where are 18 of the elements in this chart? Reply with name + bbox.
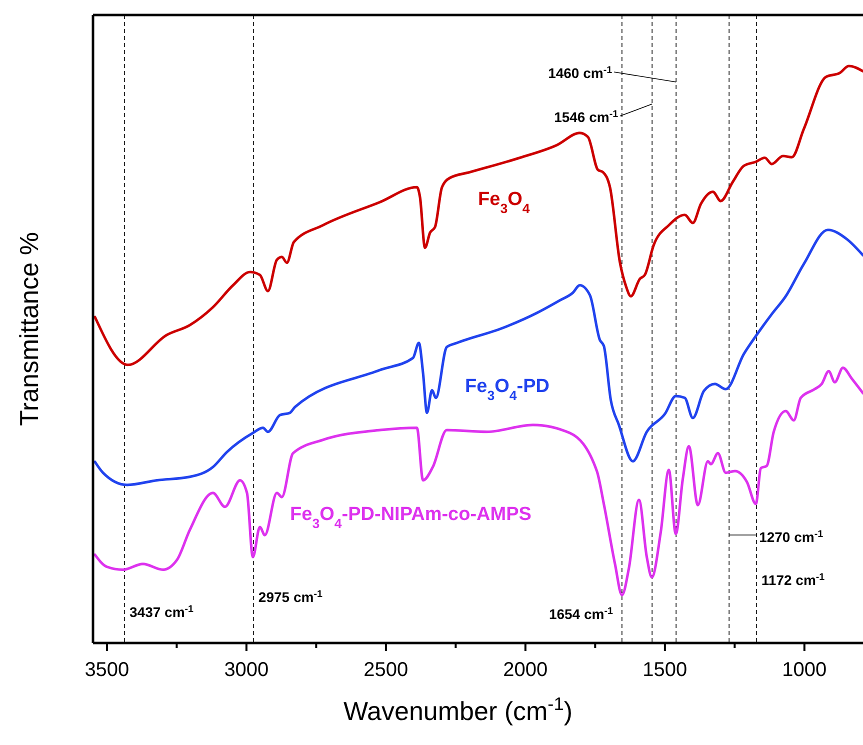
x-tick-label: 2000 (503, 659, 548, 681)
ref-line-label: 1546 cm$^{-1}$ (554, 108, 619, 125)
ref-line-label: 3437 cm$^{-1}$ (130, 604, 194, 620)
ref-line-label: 1270 cm$^{-1}$ (759, 528, 824, 545)
x-tick-label: 1500 (642, 659, 688, 681)
series-label: Fe$_{3}$O$_{4}$ (478, 189, 530, 216)
ref-line-label: 2975 cm$^{-1}$ (258, 588, 323, 605)
ref-line-label: 1460 cm$^{-1}$ (548, 64, 613, 81)
x-tick-label: 3500 (84, 659, 130, 681)
series-label: Fe$_{3}$O$_{4}$-PD-NIPAm-co-AMPS (290, 504, 532, 530)
ref-line-label: 1654 cm$^{-1}$ (548, 606, 614, 622)
y-axis-title: Transmittance % (14, 232, 44, 426)
x-axis-title: Wavenumber (cm$^{-1}$) (343, 694, 573, 726)
x-tick-label: 1000 (782, 659, 827, 681)
x-tick-label: 3000 (224, 659, 269, 681)
x-tick-label: 2500 (364, 659, 408, 681)
ref-line-label: 1172 cm$^{-1}$ (761, 572, 826, 588)
series-label: Fe$_{3}$O$_{4}$-PD (465, 376, 550, 402)
